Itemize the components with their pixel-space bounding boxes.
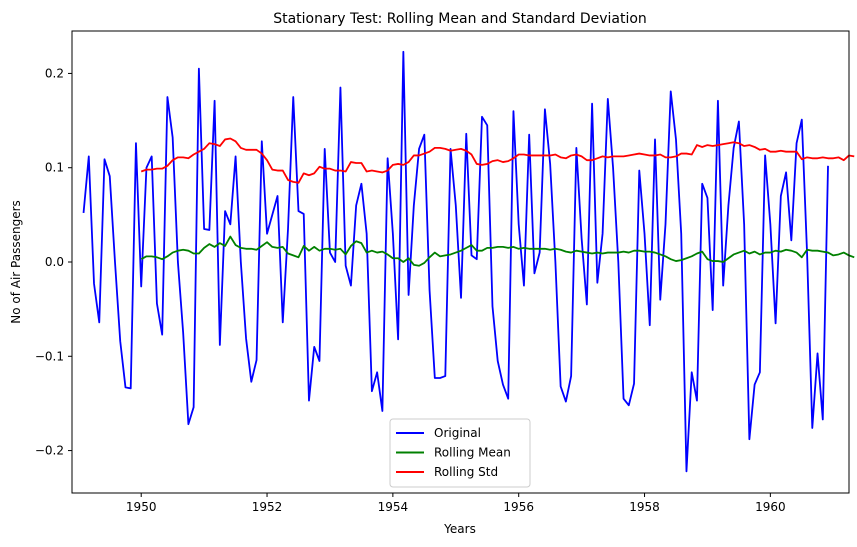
x-tick-label: 1954 [378,500,409,514]
y-tick-label: 0.2 [45,66,64,80]
x-tick-label: 1952 [252,500,283,514]
y-axis-label: No of Air Passengers [9,200,23,324]
legend-label: Original [434,426,481,440]
y-tick-label: 0.1 [45,161,64,175]
x-tick-label: 1950 [126,500,157,514]
x-tick-label: 1960 [755,500,786,514]
y-tick-label: −0.2 [35,444,64,458]
chart-title: Stationary Test: Rolling Mean and Standa… [273,11,647,27]
legend-label: Rolling Std [434,465,498,479]
y-tick-label: 0.0 [45,255,64,269]
y-tick-label: −0.1 [35,349,64,363]
x-tick-label: 1956 [503,500,534,514]
legend-label: Rolling Mean [434,446,511,460]
x-tick-label: 1958 [629,500,660,514]
legend: Original Rolling Mean Rolling Std [390,419,530,487]
x-axis-label: Years [443,522,476,536]
